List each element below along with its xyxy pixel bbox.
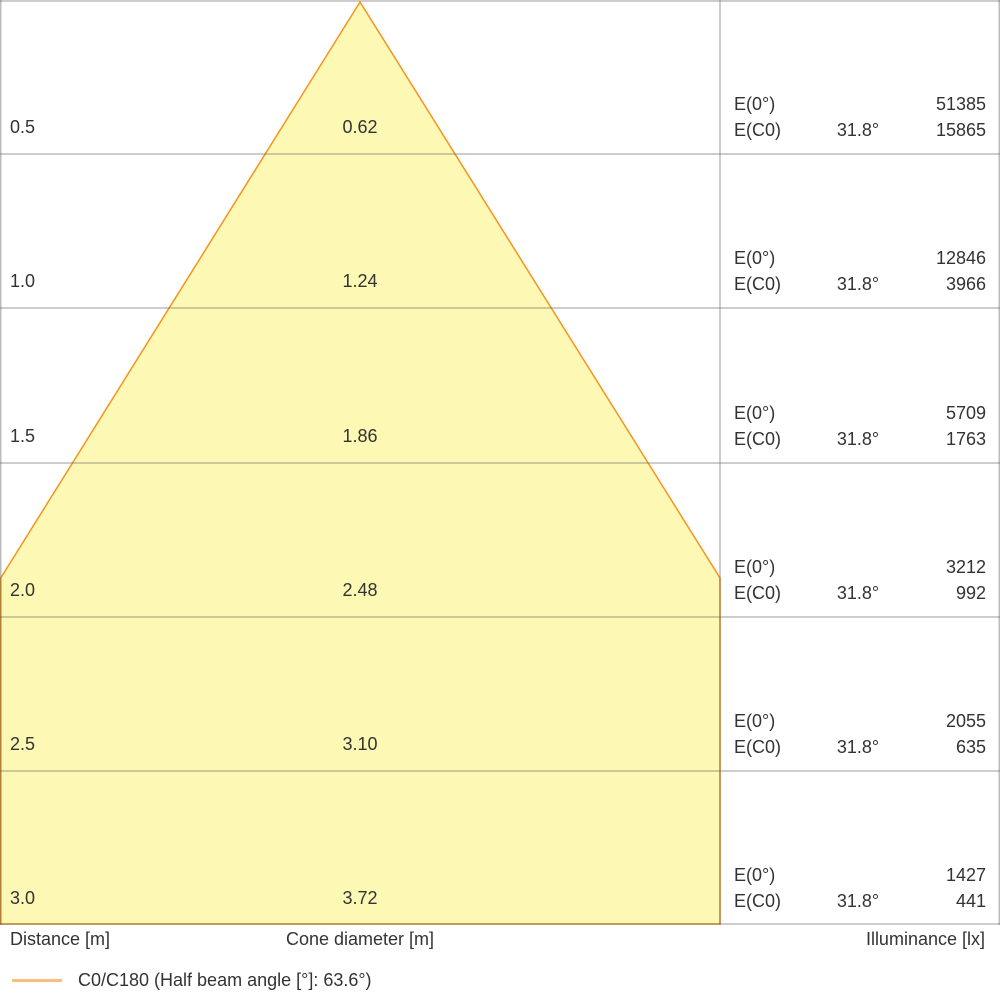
- spacer: [806, 91, 910, 117]
- distance-value: 2.0: [10, 580, 36, 600]
- legend-line-swatch: [12, 979, 62, 982]
- e0-value: 1427: [945, 865, 986, 885]
- e0-value: 3212: [945, 557, 986, 577]
- e0-line: E(0°) 5709: [734, 400, 986, 426]
- cone-diameter-value: 1.24: [342, 271, 378, 291]
- e0-line: E(0°) 3212: [734, 554, 986, 580]
- e0-value: 51385: [935, 94, 986, 114]
- beam-angle-value: 31.8°: [836, 737, 880, 757]
- spacer: [806, 862, 910, 888]
- e0-value: 2055: [945, 711, 986, 731]
- distance-value: 3.0: [10, 888, 36, 908]
- axis-label-distance: Distance [m]: [10, 929, 111, 949]
- ec0-line: E(C0) 31.8° 1763: [734, 426, 986, 452]
- spacer: [806, 400, 910, 426]
- e0-value: 12846: [935, 248, 986, 268]
- ec0-label: E(C0): [734, 891, 782, 911]
- axis-label-illuminance: Illuminance [lx]: [865, 929, 985, 949]
- ec0-line: E(C0) 31.8° 15865: [734, 117, 986, 143]
- cone-diameter-value: 1.86: [342, 426, 378, 446]
- ec0-value: 635: [955, 737, 986, 757]
- cone-plot-area: 0.5 0.62 E(0°) 51385 E(C0) 31.8° 15865 1…: [0, 0, 1000, 925]
- ec0-value: 15865: [935, 120, 986, 140]
- cone-svg: [0, 0, 1000, 925]
- illuminance-cell: E(0°) 5709 E(C0) 31.8° 1763: [720, 400, 1000, 452]
- ec0-label: E(C0): [734, 429, 782, 449]
- ec0-line: E(C0) 31.8° 635: [734, 734, 986, 760]
- e0-line: E(0°) 2055: [734, 708, 986, 734]
- e0-value: 5709: [945, 403, 986, 423]
- ec0-label: E(C0): [734, 120, 782, 140]
- ec0-label: E(C0): [734, 737, 782, 757]
- light-cone-polygon: [0, 0, 721, 925]
- e0-label: E(0°): [734, 557, 776, 577]
- e0-line: E(0°) 51385: [734, 91, 986, 117]
- ec0-label: E(C0): [734, 583, 782, 603]
- ec0-label: E(C0): [734, 274, 782, 294]
- illuminance-cell: E(0°) 12846 E(C0) 31.8° 3966: [720, 245, 1000, 297]
- cone-diameter-value: 0.62: [342, 117, 378, 137]
- illuminance-cell: E(0°) 2055 E(C0) 31.8° 635: [720, 708, 1000, 760]
- e0-line: E(0°) 12846: [734, 245, 986, 271]
- axis-caption-row: Distance [m] Cone diameter [m] Illuminan…: [0, 925, 1000, 953]
- e0-label: E(0°): [734, 711, 776, 731]
- ec0-value: 1763: [945, 429, 986, 449]
- e0-line: E(0°) 1427: [734, 862, 986, 888]
- cone-diameter-value: 3.10: [342, 734, 378, 754]
- distance-value: 1.5: [10, 426, 36, 446]
- beam-angle-value: 31.8°: [836, 583, 880, 603]
- illuminance-cell: E(0°) 1427 E(C0) 31.8° 441: [720, 862, 1000, 914]
- e0-label: E(0°): [734, 865, 776, 885]
- grid-lines: [0, 153, 1000, 772]
- ec0-line: E(C0) 31.8° 441: [734, 888, 986, 914]
- legend-label: C0/C180 (Half beam angle [°]: 63.6°): [78, 970, 372, 990]
- cone-row-labels: 2.5 3.10: [0, 731, 720, 757]
- cone-diameter-value: 2.48: [342, 580, 378, 600]
- beam-angle-value: 31.8°: [836, 274, 880, 294]
- cone-diameter-value: 3.72: [342, 888, 378, 908]
- beam-angle-value: 31.8°: [836, 429, 880, 449]
- beam-angle-value: 31.8°: [836, 120, 880, 140]
- plot-frame: [0, 0, 1000, 925]
- axis-label-cone-diameter: Cone diameter [m]: [285, 929, 435, 949]
- ec0-value: 3966: [945, 274, 986, 294]
- distance-value: 0.5: [10, 117, 36, 137]
- illuminance-cell: E(0°) 51385 E(C0) 31.8° 15865: [720, 91, 1000, 143]
- ec0-value: 992: [955, 583, 986, 603]
- legend: C0/C180 (Half beam angle [°]: 63.6°): [0, 966, 1000, 994]
- e0-label: E(0°): [734, 94, 776, 114]
- distance-value: 1.0: [10, 271, 36, 291]
- ec0-line: E(C0) 31.8° 992: [734, 580, 986, 606]
- cone-row-labels: 3.0 3.72: [0, 885, 720, 911]
- cone-row-labels: 0.5 0.62: [0, 114, 720, 140]
- cone-row-labels: 1.5 1.86: [0, 423, 720, 449]
- beam-angle-value: 31.8°: [836, 891, 880, 911]
- ec0-value: 441: [955, 891, 986, 911]
- spacer: [806, 708, 910, 734]
- cone-row-labels: 1.0 1.24: [0, 268, 720, 294]
- ec0-line: E(C0) 31.8° 3966: [734, 271, 986, 297]
- e0-label: E(0°): [734, 248, 776, 268]
- spacer: [806, 245, 910, 271]
- e0-label: E(0°): [734, 403, 776, 423]
- cone-row-labels: 2.0 2.48: [0, 577, 720, 603]
- illuminance-cell: E(0°) 3212 E(C0) 31.8° 992: [720, 554, 1000, 606]
- distance-value: 2.5: [10, 734, 36, 754]
- spacer: [806, 554, 910, 580]
